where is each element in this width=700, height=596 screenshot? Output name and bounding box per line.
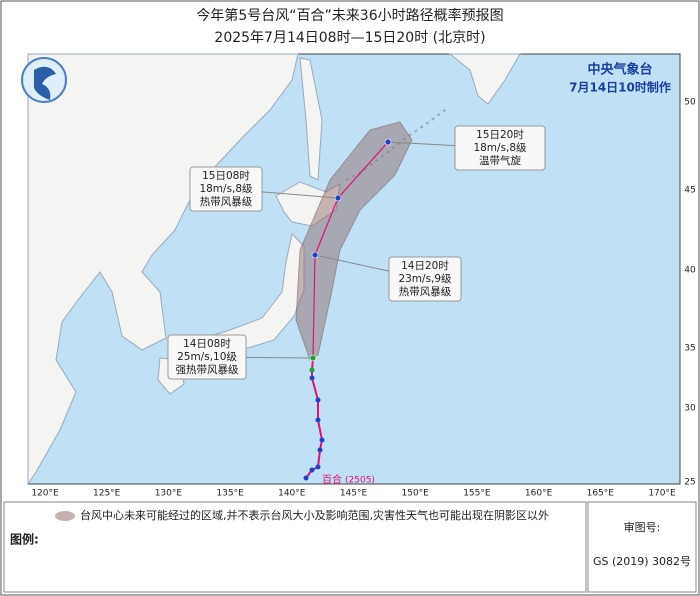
callout-text: 热带风暴级 xyxy=(399,285,452,298)
issued: 7月14日10时制作 xyxy=(569,80,671,95)
approval-title: 审图号: xyxy=(624,520,661,534)
forecast-point xyxy=(309,354,317,362)
past-point xyxy=(309,375,315,381)
typhoon-code: (2505) xyxy=(345,476,375,486)
callout-text: 25m/s,10级 xyxy=(177,351,237,363)
callout-text: 14日20时 xyxy=(401,260,449,272)
lon-label: 130°E xyxy=(155,489,183,499)
callout-text: 15日20时 xyxy=(476,129,524,141)
mainland xyxy=(27,53,299,486)
cone-text: 台风中心未来可能经过的区域,并不表示台风大小及影响范围,灾害性天气也可能出现在阴… xyxy=(80,508,549,522)
lat-label: 40 xyxy=(684,266,696,276)
callout-text: 热带风暴级 xyxy=(200,195,253,208)
forecast-track xyxy=(312,141,389,359)
logo-mark xyxy=(34,66,56,100)
lat-label: 50 xyxy=(684,98,696,108)
kamchatka xyxy=(448,53,521,105)
past-point xyxy=(315,397,321,403)
lon-label: 160°E xyxy=(525,489,553,499)
lon-label: 165°E xyxy=(587,489,615,499)
lon-label: 135°E xyxy=(216,489,244,499)
sakhalin xyxy=(299,57,323,181)
title: 今年第5号台风“百合”未来36小时路径概率预报图 xyxy=(196,7,503,24)
map: 中央气象台 7月14日10时制作 百合 (2505) xyxy=(21,53,681,486)
legend: 图例: 台风中心未来可能经过的区域,并不表示台风大小及影响范围,灾害性天气也可能… xyxy=(3,501,697,593)
lon-label: 155°E xyxy=(463,489,491,499)
past-point xyxy=(315,417,321,423)
lon-label: 120°E xyxy=(31,489,59,499)
past-point xyxy=(317,447,323,453)
callout-text: 15日08时 xyxy=(202,170,250,182)
callout-text: 强热带风暴级 xyxy=(176,363,239,376)
lon-label: 170°E xyxy=(648,489,676,499)
past-point xyxy=(309,367,315,373)
cone-icon xyxy=(55,511,75,521)
lat-label: 30 xyxy=(684,404,696,414)
lat-label: 45 xyxy=(684,186,695,196)
lon-label: 145°E xyxy=(340,489,368,499)
past-track xyxy=(305,357,324,479)
legend-box xyxy=(3,501,587,593)
callout-box xyxy=(189,166,263,212)
subtitle: 2025年7月14日08时—15日20时 (北京时) xyxy=(214,30,485,46)
probability-cone xyxy=(295,121,413,361)
lon-label: 125°E xyxy=(93,489,121,499)
past-point xyxy=(319,437,325,443)
lat-label: 25 xyxy=(684,478,695,488)
callout-text: 23m/s,9级 xyxy=(398,273,452,285)
legend-title: 图例: xyxy=(10,532,39,547)
past-point xyxy=(309,467,315,473)
callout-text: 18m/s,8级 xyxy=(473,142,527,154)
approval-box xyxy=(587,501,697,593)
typhoon-name: 百合 xyxy=(322,473,342,486)
lon-label: 140°E xyxy=(278,489,306,499)
past-point xyxy=(303,475,309,481)
approval-no: GS (2019) 3082号 xyxy=(593,555,691,568)
callout-text: 14日08时 xyxy=(183,338,231,350)
callout-text: 18m/s,8级 xyxy=(199,183,253,195)
lat-label: 35 xyxy=(684,344,695,354)
callout-box xyxy=(388,256,462,302)
callout-text: 温带气旋 xyxy=(479,154,521,167)
callout-box xyxy=(167,334,247,380)
lon-label: 150°E xyxy=(402,489,430,499)
forecast-point xyxy=(384,138,392,146)
callout-box xyxy=(454,125,546,171)
kurils xyxy=(345,107,449,181)
agency: 中央气象台 xyxy=(587,62,652,78)
past-point xyxy=(315,464,321,470)
forecast-point xyxy=(311,251,319,259)
forecast-point xyxy=(334,194,342,202)
